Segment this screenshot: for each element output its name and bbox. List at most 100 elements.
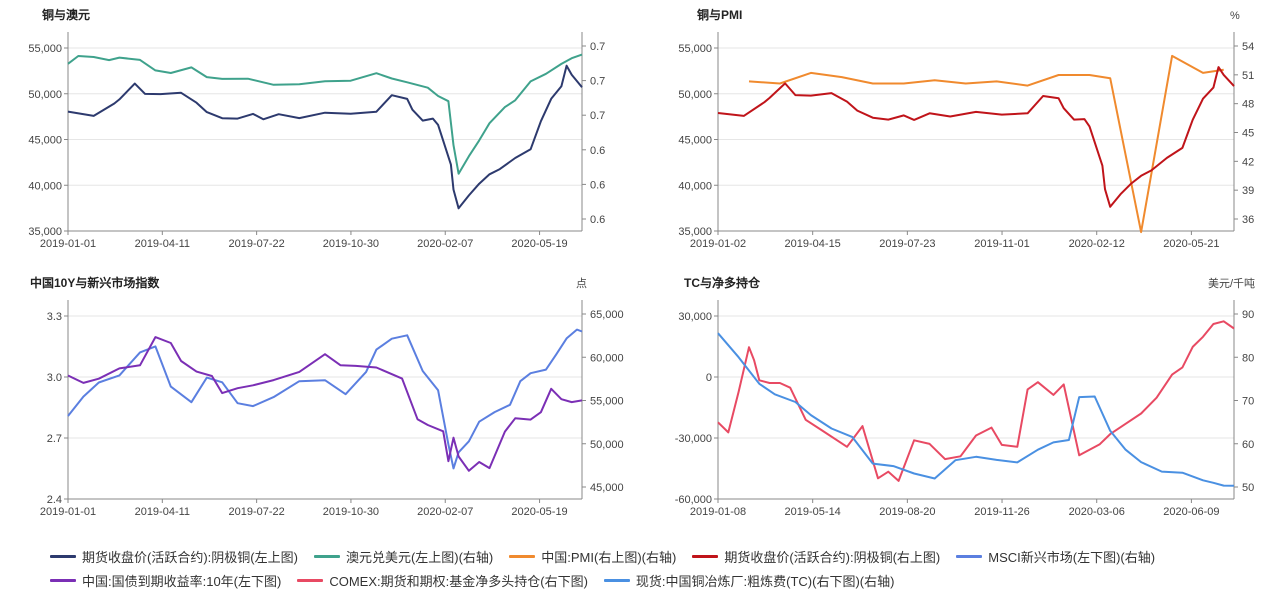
x-tick-label: 2019-01-01: [40, 238, 96, 250]
legend-swatch: [692, 554, 719, 558]
y-right-tick-label: 36: [1242, 214, 1254, 226]
x-tick-label: 2020-02-07: [417, 238, 473, 250]
legend-item-msci: MSCI新兴市场(左下图)(右轴): [956, 547, 1155, 566]
y-right-tick-label: 45,000: [590, 482, 624, 494]
y-right-tick-label: 0.7: [590, 41, 605, 53]
y-right-tick-label: 50,000: [590, 439, 624, 451]
panel-top-right: 铜与PMI % 35,000 40,000 45,000 50,000 55,000 36 39…: [678, 7, 1254, 250]
series-line-top-left-0: [67, 64, 583, 210]
y-right-tick-label: 39: [1242, 185, 1254, 197]
y-left-tick-label: 45,000: [678, 135, 712, 147]
y-right-tick-label: 55,000: [590, 396, 624, 408]
x-tick-label: 2020-03-06: [1069, 506, 1125, 518]
x-tick-label: 2019-05-14: [785, 506, 841, 518]
y-right-tick-label: 0.6: [590, 179, 605, 191]
series-line-bottom-left-0: [67, 328, 583, 470]
x-tick-label: 2019-07-22: [228, 506, 284, 518]
series-line-top-left-1: [67, 53, 583, 175]
x-tick-label: 2019-07-23: [879, 238, 935, 250]
legend-swatch: [509, 554, 536, 558]
legend-label: 期货收盘价(活跃合约):阴极铜(右上图): [724, 549, 941, 565]
y-left-tick-label: 3.0: [47, 372, 62, 384]
legend-row-2: 中国:国债到期收益率:10年(左下图) COMEX:期货和期权:基金净多头持仓(…: [50, 568, 1250, 592]
legend-label: MSCI新兴市场(左下图)(右轴): [988, 549, 1156, 565]
x-tick-label: 2019-11-01: [974, 238, 1029, 250]
x-tick-label: 2020-02-12: [1069, 238, 1125, 250]
legend-swatch: [313, 554, 340, 558]
y-left-tick-label: 2.7: [47, 433, 62, 445]
legend-swatch: [297, 578, 324, 582]
y-left-tick-label: 45,000: [28, 135, 62, 147]
chart-title-bottom-left: 中国10Y与新兴市场指数: [30, 275, 160, 290]
legend-label: 中国:PMI(右上图)(右轴): [541, 549, 677, 565]
y-left-tick-label: 50,000: [28, 89, 62, 101]
legend-item-comex: COMEX:期货和期权:基金净多头持仓(右下图): [297, 571, 588, 590]
y-right-tick-label: 65,000: [590, 309, 624, 321]
y-right-tick-label: 54: [1242, 41, 1254, 53]
y-right-tick-label: 0.7: [590, 76, 605, 88]
legend-swatch: [603, 578, 630, 582]
y-left-tick-label: 40,000: [678, 180, 712, 192]
legend-item-copper-top-left: 期货收盘价(活跃合约):阴极铜(左上图): [50, 547, 298, 566]
legend-swatch: [50, 554, 76, 558]
x-tick-label: 2019-04-11: [135, 238, 190, 250]
y-left-tick-label: 3.3: [47, 311, 62, 323]
y-right-tick-label: 60: [1242, 439, 1254, 451]
legend-label: 中国:国债到期收益率:10年(左下图): [82, 573, 282, 589]
y-right-tick-label: 0.6: [590, 145, 605, 157]
legend-swatch: [956, 554, 983, 558]
series-line-bottom-left-1: [67, 336, 583, 472]
x-tick-label: 2019-04-15: [785, 238, 841, 250]
legend-item-copper-top-right: 期货收盘价(活跃合约):阴极铜(右上图): [692, 547, 940, 566]
legend-label: 澳元兑美元(左上图)(右轴): [345, 549, 494, 565]
y-right-tick-label: 51: [1242, 70, 1254, 82]
chart-legend: 期货收盘价(活跃合约):阴极铜(左上图) 澳元兑美元(左上图)(右轴) 中国:P…: [50, 544, 1250, 592]
x-tick-label: 2019-10-30: [323, 506, 379, 518]
x-tick-label: 2020-05-19: [511, 238, 567, 250]
x-tick-label: 2019-11-26: [974, 506, 1029, 518]
right-axis-unit-bottom-right: 美元/千吨: [1208, 277, 1255, 290]
series-line-top-right-1: [717, 66, 1235, 208]
y-left-tick-label: 55,000: [28, 43, 62, 55]
x-tick-label: 2020-05-21: [1163, 238, 1219, 250]
legend-item-pmi: 中国:PMI(右上图)(右轴): [509, 547, 676, 566]
series-line-bottom-right-1: [717, 332, 1235, 487]
y-left-tick-label: 30,000: [678, 311, 712, 323]
legend-item-china-10y: 中国:国债到期收益率:10年(左下图): [50, 571, 281, 590]
y-left-tick-label: 2.4: [47, 494, 62, 506]
y-right-tick-label: 60,000: [590, 352, 624, 364]
y-right-tick-label: 80: [1242, 352, 1254, 364]
legend-item-tc: 现货:中国铜冶炼厂:粗炼费(TC)(右下图)(右轴): [603, 571, 895, 590]
chart-title-top-right: 铜与PMI: [697, 7, 742, 22]
legend-item-aud-usd: 澳元兑美元(左上图)(右轴): [313, 547, 494, 566]
y-left-tick-label: 0: [706, 372, 712, 384]
chart-title-bottom-right: TC与净多持仓: [684, 275, 761, 290]
y-right-tick-label: 50: [1242, 482, 1254, 494]
x-tick-label: 2019-07-22: [228, 238, 284, 250]
panel-bottom-right: TC与净多持仓 美元/千吨 -60,000 -30,000 0 30,000 50 60 70 8…: [675, 275, 1255, 518]
y-right-tick-label: 45: [1242, 128, 1254, 140]
x-tick-label: 2019-01-01: [40, 506, 96, 518]
series-line-bottom-right-0: [717, 320, 1235, 482]
x-tick-label: 2020-06-09: [1163, 506, 1219, 518]
y-right-tick-label: 42: [1242, 156, 1254, 168]
x-tick-label: 2019-04-11: [135, 506, 190, 518]
y-left-tick-label: -30,000: [675, 433, 712, 445]
legend-label: COMEX:期货和期权:基金净多头持仓(右下图): [329, 573, 588, 589]
panel-bottom-left: 中国10Y与新兴市场指数 点 2.4 2.7 3.0 3.3 45,000 50,000 55,…: [30, 275, 624, 518]
y-right-tick-label: 90: [1242, 309, 1254, 321]
y-right-tick-label: 0.7: [590, 110, 605, 122]
x-tick-label: 2020-05-19: [511, 506, 567, 518]
x-tick-label: 2019-10-30: [323, 238, 379, 250]
x-tick-label: 2020-02-07: [417, 506, 473, 518]
y-right-tick-label: 70: [1242, 396, 1254, 408]
y-left-tick-label: 35,000: [678, 226, 712, 238]
legend-label: 现货:中国铜冶炼厂:粗炼费(TC)(右下图)(右轴): [635, 573, 895, 589]
y-right-tick-label: 48: [1242, 99, 1254, 111]
chart-title-top-left: 铜与澳元: [42, 7, 90, 22]
right-axis-unit-top-right: %: [1230, 10, 1240, 22]
y-left-tick-label: 40,000: [28, 180, 62, 192]
y-left-tick-label: 50,000: [678, 89, 712, 101]
y-left-tick-label: 35,000: [28, 226, 62, 238]
